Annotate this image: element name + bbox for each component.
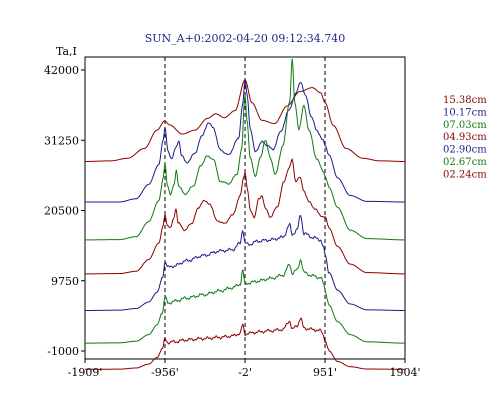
series-line-04.93cm xyxy=(85,158,405,275)
series-line-07.03cm xyxy=(85,58,405,241)
x-tick-label: 951' xyxy=(313,366,337,379)
vertical-markers xyxy=(164,57,326,359)
legend-item: 15.38cm xyxy=(443,95,487,106)
y-axis-label: Ta,I xyxy=(56,45,77,58)
series-layer xyxy=(85,58,405,370)
x-tick-label: 1904' xyxy=(389,366,420,379)
x-tick-label: -2' xyxy=(238,366,252,379)
y-axis-ticks: 42000 31250 20500 9750 -1000 xyxy=(44,64,85,358)
y-tick-label: 20500 xyxy=(44,205,79,218)
y-tick-label: 9750 xyxy=(51,275,79,288)
series-line-10.17cm xyxy=(85,79,405,203)
legend-item: 02.90cm xyxy=(443,145,487,156)
y-tick-label: -1000 xyxy=(47,345,79,358)
y-tick-label: 42000 xyxy=(44,64,79,77)
x-tick-label: -1909' xyxy=(68,366,103,379)
legend-item: 10.17cm xyxy=(443,107,487,118)
x-axis-ticks: -1909' -956' -2' 951' 1904' xyxy=(68,359,421,379)
series-line-02.90cm xyxy=(85,214,405,311)
y-tick-label: 31250 xyxy=(44,134,79,147)
legend-item: 04.93cm xyxy=(443,132,487,143)
series-line-15.38cm xyxy=(85,79,405,162)
x-tick-label: -956' xyxy=(151,366,179,379)
series-line-02.67cm xyxy=(85,258,405,344)
legend-item: 02.67cm xyxy=(443,157,487,168)
chart-title: SUN_A+0:2002-04-20 09:12:34.740 xyxy=(145,32,346,45)
legend-item: 02.24cm xyxy=(443,169,487,180)
series-line-02.24cm xyxy=(85,317,405,370)
legend-item: 07.03cm xyxy=(443,120,487,131)
